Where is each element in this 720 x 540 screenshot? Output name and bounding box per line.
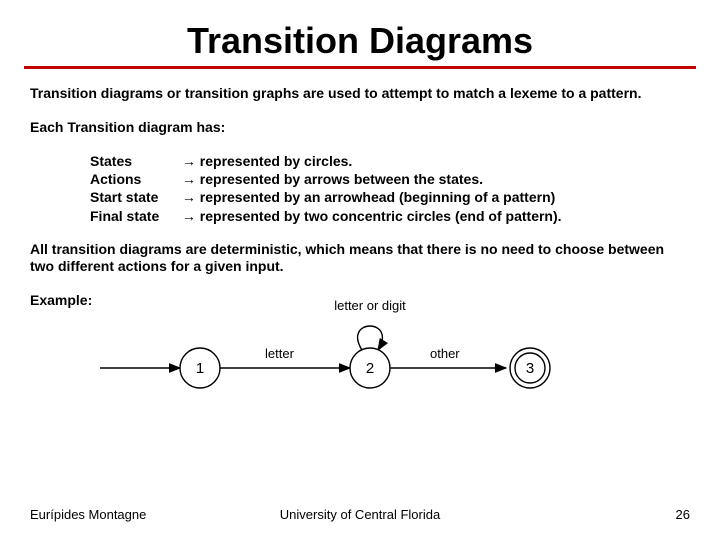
page-title: Transition Diagrams (30, 20, 690, 62)
title-underline (24, 66, 696, 69)
slide-footer: Eurípides Montagne University of Central… (30, 507, 690, 522)
definitions-block: States → represented by circles. Actions… (90, 152, 690, 225)
transition-diagram: letter other letter or digit 1 2 3 (70, 298, 630, 408)
svg-text:letter: letter (265, 346, 295, 361)
def-desc: represented by two concentric circles (e… (200, 208, 562, 224)
def-term: Final state (90, 207, 178, 225)
svg-text:letter or digit: letter or digit (334, 298, 406, 313)
def-row-final-state: Final state → represented by two concent… (90, 207, 690, 225)
def-row-start-state: Start state → represented by an arrowhea… (90, 188, 690, 206)
def-term: Start state (90, 188, 178, 206)
svg-text:other: other (430, 346, 460, 361)
def-row-actions: Actions → represented by arrows between … (90, 170, 690, 188)
footer-affiliation: University of Central Florida (30, 507, 690, 522)
arrow-icon: → (182, 171, 196, 187)
intro-paragraph: Transition diagrams or transition graphs… (30, 85, 690, 103)
arrow-icon: → (182, 153, 196, 169)
deterministic-paragraph: All transition diagrams are deterministi… (30, 241, 690, 276)
svg-text:2: 2 (366, 360, 374, 377)
def-term: Actions (90, 170, 178, 188)
svg-text:3: 3 (526, 360, 534, 377)
arrow-icon: → (182, 208, 196, 224)
each-has-paragraph: Each Transition diagram has: (30, 119, 690, 137)
diagram-svg: letter other letter or digit 1 2 3 (70, 298, 630, 408)
def-term: States (90, 152, 178, 170)
def-desc: represented by arrows between the states… (200, 171, 483, 187)
arrow-icon: → (182, 189, 196, 205)
def-desc: represented by circles. (200, 153, 353, 169)
svg-text:1: 1 (196, 360, 204, 377)
def-desc: represented by an arrowhead (beginning o… (200, 189, 556, 205)
def-row-states: States → represented by circles. (90, 152, 690, 170)
